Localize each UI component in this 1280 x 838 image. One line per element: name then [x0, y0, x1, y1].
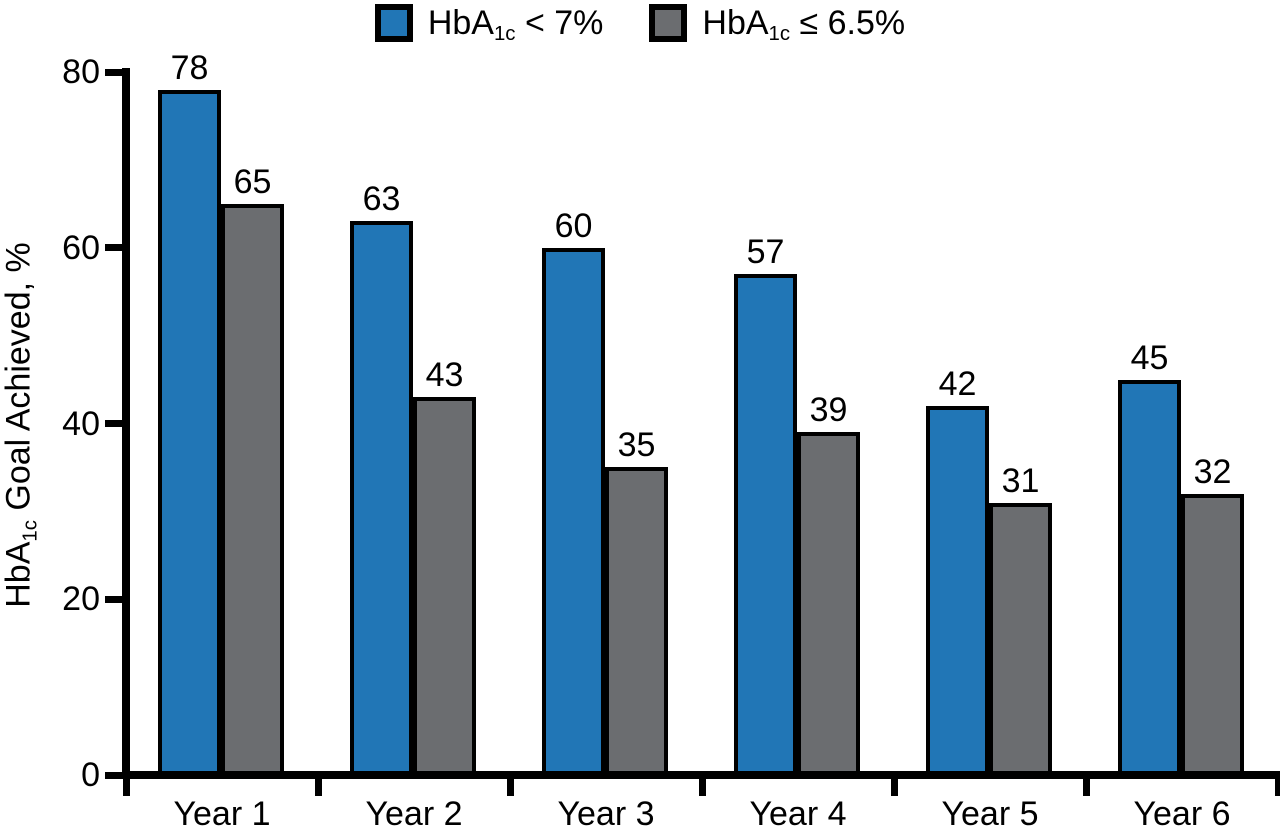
- bar-hba1c-le-6-5: [1181, 494, 1244, 775]
- bar-value-label: 60: [554, 207, 593, 245]
- y-axis-tick: [105, 420, 123, 427]
- bar-value-label: 45: [1130, 339, 1169, 377]
- bar-hba1c-lt-7: [542, 248, 605, 775]
- y-axis-tick: [105, 771, 123, 779]
- x-axis-tick: [123, 779, 130, 796]
- bar-hba1c-le-6-5: [797, 432, 860, 775]
- legend-label-text: HbA: [427, 3, 494, 42]
- y-axis-tick: [105, 244, 123, 252]
- x-axis-category-label: Year 4: [749, 795, 847, 833]
- x-axis-tick: [315, 779, 322, 796]
- x-axis-tick: [1083, 779, 1090, 796]
- x-axis-category-label: Year 3: [557, 795, 655, 833]
- bar-hba1c-lt-7: [926, 406, 989, 775]
- y-axis-tick-label: 20: [62, 580, 100, 619]
- bar-hba1c-lt-7: [350, 221, 413, 775]
- x-axis-category-label: Year 6: [1133, 795, 1231, 833]
- bar-value-label: 63: [362, 180, 401, 218]
- legend-label-subscript: 1c: [768, 23, 791, 46]
- x-axis-tick: [891, 779, 898, 796]
- bar-value-label: 65: [233, 163, 272, 201]
- bar-hba1c-le-6-5: [221, 204, 284, 775]
- bar-value-label: 43: [425, 356, 464, 394]
- bar-value-label: 39: [809, 391, 848, 429]
- y-axis-tick: [105, 595, 123, 603]
- x-axis-category-label: Year 2: [365, 795, 463, 833]
- x-axis-tick: [507, 779, 514, 796]
- legend-label: HbA1c ≤ 6.5%: [702, 3, 906, 46]
- bar-value-label: 31: [1001, 462, 1040, 500]
- y-axis-tick-label: 60: [62, 228, 100, 267]
- y-axis-tick-label: 40: [62, 404, 100, 443]
- legend-swatch-icon: [374, 4, 413, 42]
- bar-value-label: 57: [746, 233, 785, 271]
- bar-hba1c-le-6-5: [989, 503, 1052, 775]
- bar-hba1c-lt-7: [158, 90, 221, 775]
- bar-value-label: 32: [1193, 453, 1232, 491]
- y-axis-tick: [105, 68, 123, 76]
- bar-value-label: 35: [617, 426, 656, 464]
- bar-hba1c-le-6-5: [413, 397, 476, 775]
- y-axis-tick-label: 80: [62, 53, 100, 91]
- legend: HbA1c < 7% HbA1c ≤ 6.5%: [0, 0, 1280, 46]
- y-axis-line: [122, 68, 130, 779]
- x-axis-category-label: Year 5: [941, 795, 1039, 833]
- x-axis-tick: [699, 779, 706, 796]
- legend-swatch-icon: [649, 4, 688, 42]
- legend-item: HbA1c ≤ 6.5%: [649, 3, 906, 46]
- bar-hba1c-lt-7: [1118, 380, 1181, 775]
- bar-hba1c-lt-7: [734, 274, 797, 775]
- legend-label: HbA1c < 7%: [427, 3, 604, 46]
- x-axis-line: [122, 771, 1280, 779]
- x-axis-tick: [1275, 779, 1280, 796]
- legend-label-text: ≤ 6.5%: [790, 3, 906, 42]
- legend-label-text: HbA: [702, 3, 769, 42]
- bar-hba1c-le-6-5: [605, 467, 668, 775]
- legend-label-subscript: 1c: [493, 23, 516, 46]
- legend-item: HbA1c < 7%: [374, 3, 604, 46]
- bar-value-label: 78: [170, 49, 209, 87]
- x-axis-category-label: Year 1: [173, 795, 271, 833]
- legend-label-text: < 7%: [515, 3, 604, 42]
- y-axis-tick-label: 0: [81, 756, 100, 794]
- bar-value-label: 42: [938, 365, 977, 403]
